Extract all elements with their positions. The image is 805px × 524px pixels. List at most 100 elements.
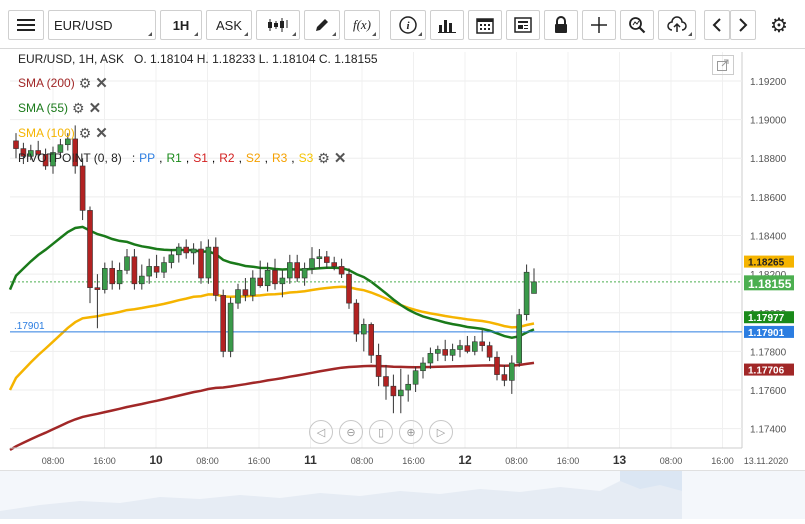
pair-info: EUR/USD, 1H, ASK (18, 52, 125, 66)
price-badge (744, 363, 794, 376)
navigator-chart (0, 471, 682, 519)
legend-pivot-label: PIVOTPOINT (0, 8) (18, 151, 122, 165)
crosshair-button[interactable] (582, 10, 616, 40)
price-tick-label: 1.19000 (750, 116, 787, 127)
menu-icon (17, 19, 35, 31)
time-tick-label: 08:00 (351, 456, 374, 466)
price-badge (744, 255, 794, 268)
candles (13, 125, 537, 414)
close-icon[interactable]: ✕ (333, 150, 347, 167)
close-icon[interactable]: ✕ (88, 100, 102, 117)
indicators-button[interactable]: f(x) (344, 10, 380, 40)
candle-body (242, 289, 249, 296)
legend-pivot[interactable]: PIVOTPOINT (0, 8) : PP, R1, S1, R2, S2, … (18, 149, 347, 168)
candle-body (397, 389, 404, 397)
rewind-icon[interactable]: ◁ (309, 420, 333, 444)
candle-body (20, 148, 27, 157)
legend-sma100[interactable]: SMA (100) ⚙ ✕ (18, 124, 108, 143)
candle-body (227, 302, 234, 352)
close-icon[interactable]: ✕ (95, 75, 108, 92)
time-axis: 08:00 16:00 10 08:00 16:00 11 08:00 16:00 12 08:0… (10, 447, 788, 467)
chevron-left-icon (712, 18, 721, 32)
gear-icon[interactable]: ⚙ (317, 149, 330, 166)
candle-body (442, 349, 449, 356)
sma-100-path (8, 285, 535, 391)
chart-type-button[interactable] (256, 10, 300, 40)
legend-pivot-s3: S3 (298, 151, 314, 165)
news-button[interactable] (506, 10, 540, 40)
time-tick-label: 08:00 (505, 456, 528, 466)
calendar-button[interactable] (468, 10, 502, 40)
price-tick-label: 1.17600 (750, 386, 787, 397)
candle-body (346, 273, 352, 304)
expand-icon (717, 59, 729, 71)
candle-body (531, 281, 537, 294)
time-tick-label: 08:00 (660, 456, 683, 466)
legend-sma200[interactable]: SMA (200) ⚙ ✕ (18, 74, 108, 93)
price-badge-label: 1.17706 (748, 366, 785, 377)
symbol-select[interactable]: EUR/USD (48, 10, 156, 40)
menu-button[interactable] (8, 10, 44, 40)
candle-body (124, 256, 130, 271)
info-button[interactable]: i (390, 10, 426, 40)
time-tick-label: 12 (458, 453, 472, 467)
scroll-left-button[interactable] (704, 10, 730, 40)
price-badge-label: 1.17901 (748, 328, 785, 339)
scroll-right-button[interactable] (730, 10, 756, 40)
candle-body (27, 150, 34, 157)
legend-pivot-r3: R3 (271, 151, 288, 165)
chart-header: EUR/USD, 1H, ASK O. 1.18104 H. 1.18233 L… (18, 52, 378, 66)
legend-pivot-r2: R2 (219, 151, 235, 165)
time-tick-label: 08:00 (196, 456, 219, 466)
function-icon: f(x) (352, 17, 372, 32)
time-tick-label: 08:00 (42, 456, 65, 466)
candle-body (494, 356, 500, 375)
candle-body (301, 268, 308, 279)
zoom-button[interactable] (620, 10, 654, 40)
expand-button[interactable] (712, 55, 734, 75)
legend-sma100-label: SMA (100) (18, 126, 75, 140)
candle-body (42, 154, 49, 167)
settings-button[interactable]: ⚙ (764, 10, 794, 40)
zoom-in-icon[interactable]: ⊕ (399, 420, 423, 444)
candle-body (368, 324, 375, 356)
reset-icon[interactable]: ▯ (369, 420, 393, 444)
time-tick-label: 16:00 (248, 456, 271, 466)
legend-sma200-label: SMA (200) (18, 76, 75, 90)
lock-button[interactable] (544, 10, 578, 40)
gear-icon[interactable]: ⚙ (72, 99, 85, 116)
price-chart[interactable]: 1.19200 1.19000 1.18800 1.18600 1.18400 1.182… (0, 48, 805, 518)
time-tick-label: 11 (304, 453, 317, 467)
chart-area[interactable]: 1.19200 1.19000 1.18800 1.18600 1.18400 1.182… (0, 48, 805, 519)
price-badge (744, 275, 794, 291)
candle-body (116, 269, 123, 285)
gear-icon[interactable]: ⚙ (78, 74, 92, 91)
price-type-select[interactable]: ASK (206, 10, 252, 40)
candle-body (508, 362, 515, 381)
play-icon[interactable]: ▷ (429, 420, 453, 444)
bar-chart-icon (438, 20, 456, 33)
chevron-right-icon (739, 18, 748, 32)
close-icon[interactable]: ✕ (95, 125, 108, 142)
zoom-out-icon[interactable]: ⊖ (339, 420, 363, 444)
candle-body (375, 354, 382, 377)
candle-body (161, 262, 167, 273)
candle-body (153, 266, 160, 273)
candle-body (250, 277, 256, 296)
draw-tool-button[interactable] (304, 10, 340, 40)
share-button[interactable] (658, 10, 696, 40)
lock-icon (555, 16, 567, 33)
interval-select[interactable]: 1H (160, 10, 202, 40)
legend-sma55[interactable]: SMA (55) ⚙ ✕ (18, 99, 102, 118)
candle-body (316, 256, 323, 259)
price-tick-label: 1.18400 (750, 232, 787, 243)
candle-body (220, 295, 226, 352)
gear-icon[interactable]: ⚙ (78, 124, 92, 141)
price-tick-label: 1.17800 (750, 347, 787, 358)
candle-body (94, 287, 101, 290)
candle-body (294, 262, 301, 279)
navigator-panel[interactable] (0, 470, 805, 519)
volume-button[interactable] (430, 10, 464, 40)
candle-body (190, 248, 197, 254)
price-tick-label: 1.18600 (750, 193, 787, 204)
